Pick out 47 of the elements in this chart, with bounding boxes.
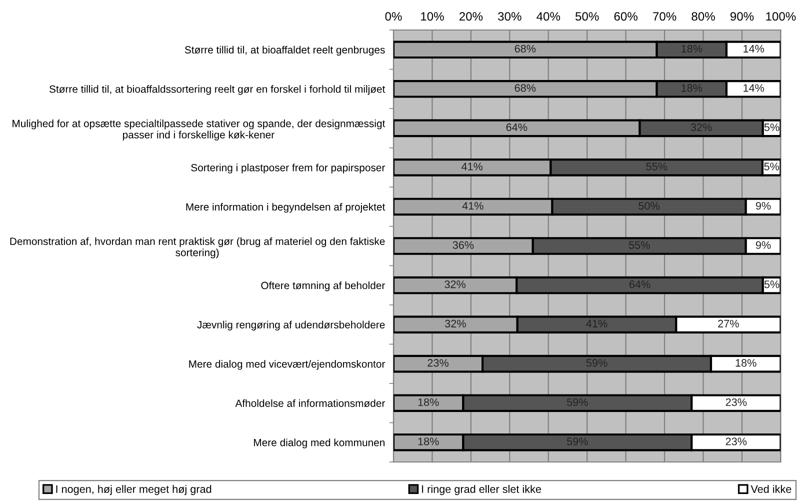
data-label: 68% <box>514 84 536 92</box>
data-label: 18% <box>418 438 439 446</box>
data-label: 23% <box>726 398 747 406</box>
y-tick-label: Afholdelse af informationsmøder <box>235 399 386 408</box>
y-tick-label: Jævnlig rengøring af udendørsbeholdere <box>197 320 385 330</box>
x-tick-label: 0% <box>385 12 402 21</box>
data-label: 41% <box>462 162 483 170</box>
y-tick-label: Større tillid til, at bioaffaldet reelt genbruges <box>184 46 385 56</box>
data-label: 9% <box>756 202 771 210</box>
data-label: 9% <box>756 241 771 249</box>
legend-label: Ved ikke <box>750 484 792 493</box>
x-tick-label: 10% <box>421 12 444 21</box>
data-label: 32% <box>445 320 466 328</box>
data-label: 5% <box>764 280 780 288</box>
data-label: 23% <box>726 438 747 446</box>
y-tick-label: Oftere tømning af beholder <box>261 282 386 292</box>
data-label: 5% <box>764 123 780 132</box>
x-tick-label: 40% <box>536 12 560 21</box>
data-label: 18% <box>736 359 756 367</box>
x-tick-label: 20% <box>459 12 483 21</box>
y-tick-label: Mere dialog med vicevært/ejendomskontor <box>189 360 386 370</box>
x-tick-label: 100% <box>766 12 796 21</box>
y-tick-label: Mere dialog med kommunen <box>254 438 384 448</box>
x-tick-label: 80% <box>692 12 715 21</box>
x-tick-label: 50% <box>575 12 599 21</box>
data-label: 41% <box>462 202 484 210</box>
data-label: 5% <box>764 162 780 170</box>
x-tick-label: 60% <box>614 12 638 21</box>
x-tick-label: 30% <box>498 12 522 21</box>
data-label: 36% <box>452 241 474 249</box>
data-label: 32% <box>444 280 466 288</box>
data-label: 14% <box>744 84 764 92</box>
y-tick-label: Demonstration af, hvordan man rent praktisk gør (brug af materiel og den faktiske sortering) <box>10 237 385 258</box>
x-tick-label: 90% <box>730 12 754 21</box>
data-label: 18% <box>418 398 439 406</box>
data-label: 27% <box>718 320 739 328</box>
x-tick-label: 70% <box>653 12 676 21</box>
legend-label: I nogen, høj eller meget høj grad <box>56 484 212 496</box>
data-label: 68% <box>514 44 536 53</box>
y-tick-label: Sortering i plastposer frem for papirsposer <box>191 164 386 174</box>
y-tick-label: Mulighed for at opsætte specialtilpassede stativer og spande, der designmæssigt passer ind i forskellige køk-kener <box>12 120 386 140</box>
y-tick-label: Større tillid til, at bioaffaldssortering reelt gør en forskel i forhold til miljøet <box>50 85 386 95</box>
y-tick-label: Mere information i begyndelsen af projektet <box>186 202 386 213</box>
legend-label: I ringe grad eller slet ikke <box>422 484 541 496</box>
data-label: 23% <box>428 359 448 367</box>
data-label: 64% <box>506 123 528 132</box>
data-label: 14% <box>744 44 764 52</box>
